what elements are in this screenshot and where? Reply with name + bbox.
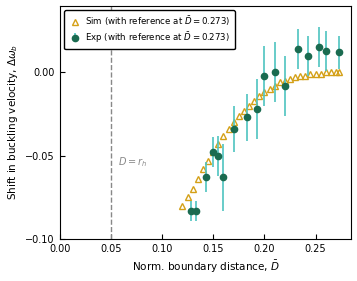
Sim (with reference at $\bar{D}=0.273$) — [216, 142, 221, 146]
Sim (with reference at $\bar{D}=0.273$) — [201, 167, 205, 171]
Sim (with reference at $\bar{D}=0.273$) — [324, 71, 328, 74]
Sim (with reference at $\bar{D}=0.273$) — [308, 72, 313, 76]
Text: $D=r_h$: $D=r_h$ — [118, 156, 147, 169]
Sim (with reference at $\bar{D}=0.273$) — [196, 177, 200, 181]
Sim (with reference at $\bar{D}=0.273$) — [232, 121, 236, 124]
Sim (with reference at $\bar{D}=0.273$) — [180, 204, 185, 207]
Y-axis label: Shift in buckling velocity, $\Delta\omega_b$: Shift in buckling velocity, $\Delta\omeg… — [6, 44, 20, 200]
Sim (with reference at $\bar{D}=0.273$) — [257, 94, 261, 97]
Sim (with reference at $\bar{D}=0.273$) — [313, 72, 318, 76]
Sim (with reference at $\bar{D}=0.273$) — [226, 127, 231, 131]
Sim (with reference at $\bar{D}=0.273$) — [337, 71, 341, 74]
Sim (with reference at $\bar{D}=0.273$) — [247, 104, 251, 107]
Sim (with reference at $\bar{D}=0.273$) — [237, 114, 241, 117]
Sim (with reference at $\bar{D}=0.273$) — [288, 77, 292, 81]
Sim (with reference at $\bar{D}=0.273$) — [252, 99, 256, 102]
Legend: Sim (with reference at $\bar{D}=0.273$), Exp (with reference at $\bar{D}=0.273$): Sim (with reference at $\bar{D}=0.273$),… — [64, 10, 235, 49]
Sim (with reference at $\bar{D}=0.273$) — [242, 109, 246, 112]
Sim (with reference at $\bar{D}=0.273$) — [318, 72, 323, 76]
X-axis label: Norm. boundary distance, $\bar{D}$: Norm. boundary distance, $\bar{D}$ — [132, 259, 280, 275]
Sim (with reference at $\bar{D}=0.273$) — [211, 151, 215, 154]
Sim (with reference at $\bar{D}=0.273$) — [283, 79, 287, 82]
Sim (with reference at $\bar{D}=0.273$) — [267, 87, 272, 90]
Sim (with reference at $\bar{D}=0.273$) — [334, 71, 338, 74]
Sim (with reference at $\bar{D}=0.273$) — [329, 71, 333, 74]
Sim (with reference at $\bar{D}=0.273$) — [221, 134, 226, 137]
Sim (with reference at $\bar{D}=0.273$) — [303, 74, 307, 77]
Sim (with reference at $\bar{D}=0.273$) — [272, 84, 277, 87]
Sim (with reference at $\bar{D}=0.273$) — [298, 74, 302, 77]
Sim (with reference at $\bar{D}=0.273$) — [185, 196, 190, 199]
Line: Sim (with reference at $\bar{D}=0.273$): Sim (with reference at $\bar{D}=0.273$) — [179, 69, 342, 209]
Sim (with reference at $\bar{D}=0.273$) — [262, 90, 267, 94]
Sim (with reference at $\bar{D}=0.273$) — [191, 187, 195, 191]
Sim (with reference at $\bar{D}=0.273$) — [206, 159, 210, 162]
Sim (with reference at $\bar{D}=0.273$) — [293, 76, 297, 79]
Sim (with reference at $\bar{D}=0.273$) — [278, 81, 282, 84]
